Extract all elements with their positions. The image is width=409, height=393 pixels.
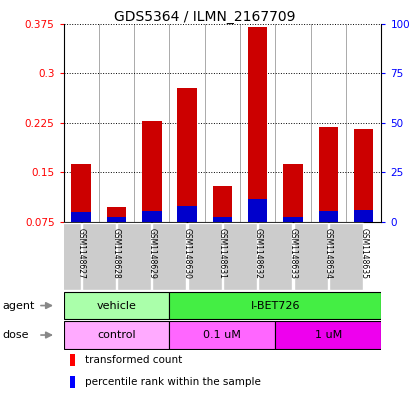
Bar xyxy=(70,376,75,388)
Text: vehicle: vehicle xyxy=(97,301,136,310)
Bar xyxy=(177,206,196,222)
Bar xyxy=(169,321,275,349)
Bar xyxy=(353,129,373,222)
Bar xyxy=(142,211,161,222)
Bar xyxy=(318,127,337,222)
Bar xyxy=(293,223,327,290)
Bar xyxy=(46,223,81,290)
Bar xyxy=(177,88,196,222)
Bar xyxy=(82,223,116,290)
Bar xyxy=(212,185,231,222)
Text: GSM1148629: GSM1148629 xyxy=(147,228,156,278)
Text: GSM1148630: GSM1148630 xyxy=(182,228,191,279)
Text: 0.1 uM: 0.1 uM xyxy=(203,330,241,340)
Bar xyxy=(353,210,373,222)
Bar xyxy=(247,199,267,222)
Bar xyxy=(63,292,169,320)
Text: agent: agent xyxy=(2,301,34,310)
Bar xyxy=(70,354,75,366)
Text: GSM1148633: GSM1148633 xyxy=(288,228,297,279)
Text: GSM1148627: GSM1148627 xyxy=(76,228,85,278)
Bar xyxy=(152,223,186,290)
Bar xyxy=(318,211,337,222)
Bar xyxy=(71,165,91,222)
Text: 1 uM: 1 uM xyxy=(314,330,341,340)
Bar xyxy=(106,217,126,222)
Bar xyxy=(283,217,302,222)
Bar xyxy=(106,207,126,222)
Bar xyxy=(71,212,91,222)
Bar xyxy=(169,292,380,320)
Bar xyxy=(275,321,380,349)
Bar xyxy=(222,223,256,290)
Text: GSM1148632: GSM1148632 xyxy=(253,228,262,278)
Text: GSM1148634: GSM1148634 xyxy=(323,228,332,279)
Bar xyxy=(212,217,231,222)
Text: transformed count: transformed count xyxy=(85,355,182,365)
Text: GSM1148631: GSM1148631 xyxy=(218,228,226,278)
Bar xyxy=(283,164,302,222)
Bar xyxy=(117,223,151,290)
Bar xyxy=(247,27,267,222)
Text: control: control xyxy=(97,330,135,340)
Bar xyxy=(187,223,221,290)
Text: dose: dose xyxy=(2,330,29,340)
Text: I-BET726: I-BET726 xyxy=(250,301,299,310)
Text: GSM1148635: GSM1148635 xyxy=(358,228,367,279)
Bar xyxy=(142,121,161,222)
Text: GSM1148628: GSM1148628 xyxy=(112,228,121,278)
Bar xyxy=(328,223,362,290)
Text: GDS5364 / ILMN_2167709: GDS5364 / ILMN_2167709 xyxy=(114,10,295,24)
Bar xyxy=(63,321,169,349)
Bar xyxy=(258,223,292,290)
Text: percentile rank within the sample: percentile rank within the sample xyxy=(85,377,260,387)
